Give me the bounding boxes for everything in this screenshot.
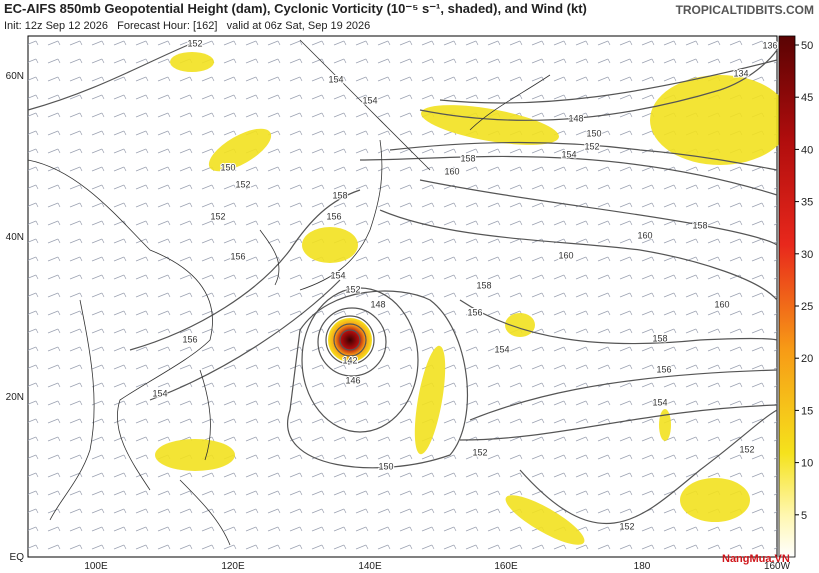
contour-label: 152 xyxy=(739,444,754,454)
colorbar-label: 50 xyxy=(801,40,813,52)
contour-label: 150 xyxy=(220,162,235,172)
contour-label: 160 xyxy=(558,250,573,260)
contour-label: 158 xyxy=(476,280,491,290)
contour-label: 136 xyxy=(762,40,777,50)
lon-label: 100E xyxy=(84,561,108,572)
contour-label: 152 xyxy=(187,38,202,48)
contour-label: 152 xyxy=(345,284,360,294)
contour-labels: 1521541541501521521561581561541521481421… xyxy=(151,37,778,532)
contour-label: 158 xyxy=(692,220,707,230)
contour-label: 158 xyxy=(332,190,347,200)
colorbar-label: 15 xyxy=(801,405,813,417)
lat-label: 60N xyxy=(6,71,24,82)
contour-label: 154 xyxy=(330,270,345,280)
source: TROPICALTIDBITS.COM xyxy=(676,3,814,17)
lon-label: 160E xyxy=(494,561,518,572)
height-contours xyxy=(27,39,778,525)
contour-label: 154 xyxy=(494,344,509,354)
contour-label: 158 xyxy=(460,153,475,163)
contour-label: 146 xyxy=(345,375,360,385)
contour-label: 152 xyxy=(210,211,225,221)
contour-label: 148 xyxy=(370,299,385,309)
colorbar-label: 30 xyxy=(801,249,813,261)
lat-label: 20N xyxy=(6,392,24,403)
contour-label: 148 xyxy=(568,113,583,123)
lon-label: 160W xyxy=(764,561,791,572)
colorbar-label: 5 xyxy=(801,510,807,522)
title: EC-AIFS 850mb Geopotential Height (dam),… xyxy=(4,1,587,16)
contour-label: 154 xyxy=(328,74,343,84)
lat-label: 40N xyxy=(6,232,24,243)
contour-label: 156 xyxy=(326,211,341,221)
contour-label: 154 xyxy=(652,397,667,407)
axis-labels: 60N 40N 20N EQ 100E 120E 140E 160E 180 160W xyxy=(6,71,791,572)
contour-label: 156 xyxy=(182,334,197,344)
contour-label: 152 xyxy=(619,521,634,531)
contour-label: 142 xyxy=(342,355,357,365)
contour-label: 152 xyxy=(584,141,599,151)
contour-label: 150 xyxy=(378,461,393,471)
contour-label: 158 xyxy=(652,333,667,343)
contour-label: 152 xyxy=(472,447,487,457)
contour-label: 156 xyxy=(230,251,245,261)
colorbar-label: 40 xyxy=(801,144,813,156)
lat-label: EQ xyxy=(10,552,25,563)
lon-label: 140E xyxy=(358,561,382,572)
coastlines xyxy=(27,39,551,546)
lon-label: 180 xyxy=(634,561,651,572)
contour-label: 152 xyxy=(235,179,250,189)
watermark: NangMua.VN xyxy=(722,553,790,565)
contour-label: 160 xyxy=(714,299,729,309)
colorbar-ramp xyxy=(778,35,796,558)
colorbar-label: 25 xyxy=(801,301,813,313)
contour-label: 154 xyxy=(561,149,576,159)
map: 1521541541501521521561581561541521481421… xyxy=(6,35,791,572)
colorbar: 5 10 15 20 25 30 35 40 45 50 xyxy=(778,35,813,558)
contour-label: 154 xyxy=(362,95,377,105)
lon-label: 120E xyxy=(221,561,245,572)
contour-label: 160 xyxy=(637,230,652,240)
contour-label: 134 xyxy=(733,68,748,78)
colorbar-label: 20 xyxy=(801,353,813,365)
colorbar-label: 35 xyxy=(801,197,813,209)
contour-label: 150 xyxy=(586,128,601,138)
colorbar-label: 10 xyxy=(801,458,813,470)
contour-label: 156 xyxy=(467,307,482,317)
contour-label: 160 xyxy=(444,166,459,176)
subtitle: Init: 12z Sep 12 2026 Forecast Hour: [16… xyxy=(4,20,370,32)
contour-label: 156 xyxy=(656,364,671,374)
contour-label: 154 xyxy=(152,388,167,398)
colorbar-label: 45 xyxy=(801,92,813,104)
